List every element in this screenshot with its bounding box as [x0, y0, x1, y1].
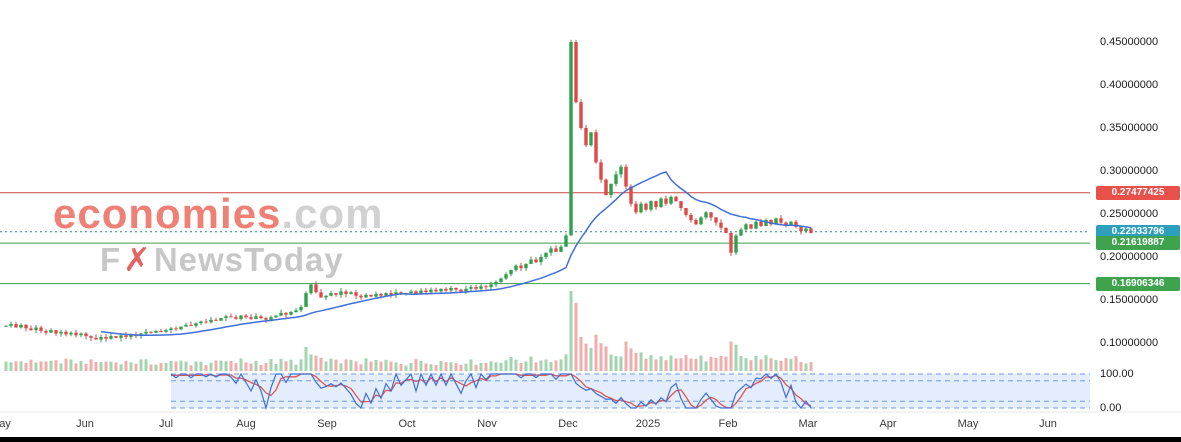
red-x-icon: ✗: [123, 241, 152, 278]
watermark-brand-text: economies: [53, 190, 282, 237]
window-bottom-border: [0, 437, 1181, 442]
fxnewstoday-watermark: F✗NewsToday: [100, 240, 344, 279]
economies-watermark: economies.com: [53, 190, 383, 238]
watermark-f-text: F: [100, 241, 122, 278]
level-lines: [0, 192, 1090, 285]
volume-series: [4, 291, 813, 371]
watermark-newstoday-text: NewsToday: [153, 241, 344, 278]
oscillator-band: [171, 373, 1090, 409]
oscillator-lines: [170, 372, 812, 411]
candles-series: [4, 39, 813, 343]
ma-line: [100, 171, 812, 337]
watermark-domain-text: .com: [281, 190, 384, 237]
